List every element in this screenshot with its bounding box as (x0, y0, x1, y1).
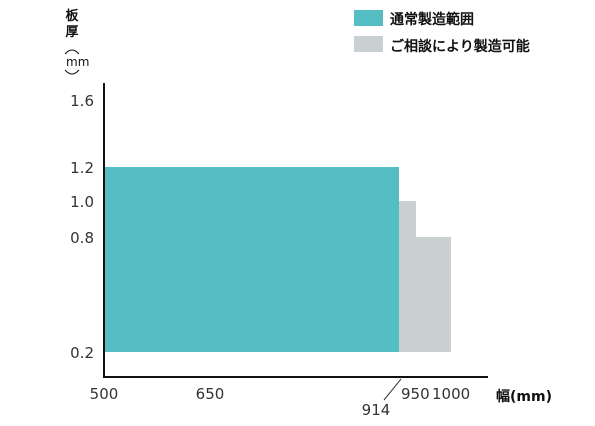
consult-range-region-1 (399, 201, 416, 352)
consult-range-region-2 (416, 237, 451, 352)
x-axis-title: 幅(mm) (496, 388, 552, 405)
y-unit-bracket-bottom (64, 69, 80, 75)
y-tick-labels: 0.2 0.8 1.0 1.2 1.6 (70, 92, 94, 362)
x-tick-label-1000: 1000 (432, 385, 470, 403)
x-tick-labels: 500 650 950 1000 (90, 385, 471, 403)
legend-swatch-standard (354, 10, 383, 26)
x-tick-label-650: 650 (196, 385, 225, 403)
legend-swatch-consult (354, 36, 383, 52)
y-tick-label-0-8: 0.8 (70, 229, 94, 247)
x-tick-label-950: 950 (401, 385, 430, 403)
x-tick-label-500: 500 (90, 385, 119, 403)
y-tick-label-1-2: 1.2 (70, 159, 94, 177)
standard-range-region (104, 167, 399, 352)
y-unit-bracket-top (64, 49, 80, 55)
y-tick-label-0-2: 0.2 (70, 344, 94, 362)
x-annotation-leader (383, 378, 402, 401)
y-axis-title: 板厚 (65, 8, 79, 40)
data-regions (104, 167, 451, 352)
legend-label-standard: 通常製造範囲 (390, 11, 474, 28)
y-axis-unit: mm (66, 55, 89, 69)
y-tick-label-1-0: 1.0 (70, 193, 94, 211)
y-tick-label-1-6: 1.6 (70, 92, 94, 110)
x-annotation-914: 914 (362, 401, 391, 419)
legend-label-consult: ご相談により製造可能 (390, 38, 530, 55)
